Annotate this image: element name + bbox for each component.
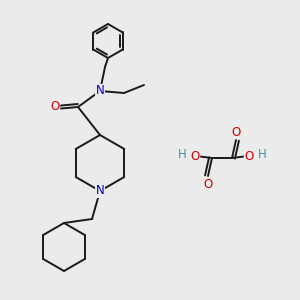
Text: N: N [96,85,104,98]
Text: O: O [231,125,241,139]
Text: H: H [178,148,186,161]
Text: O: O [50,100,60,113]
Text: O: O [203,178,213,190]
Text: O: O [190,149,200,163]
Text: O: O [244,149,253,163]
Text: N: N [96,184,104,197]
Text: H: H [258,148,266,161]
